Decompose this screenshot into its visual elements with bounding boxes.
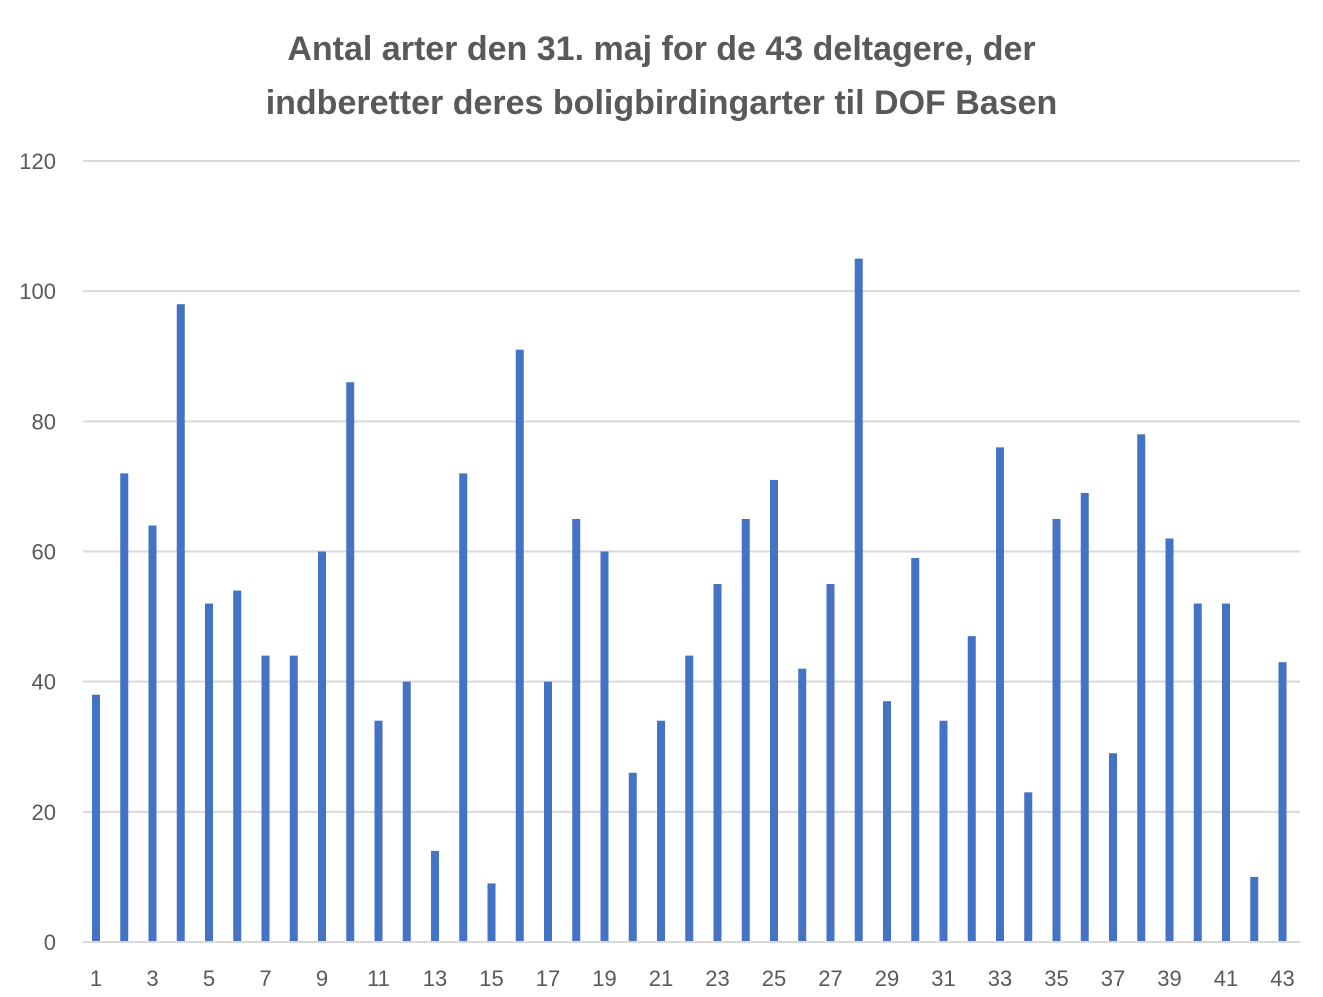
bar-37 — [1109, 753, 1117, 942]
bar-27 — [826, 584, 835, 942]
bar-6 — [233, 590, 242, 942]
bar-9 — [318, 551, 326, 942]
x-tick-label: 19 — [592, 966, 616, 991]
chart-title: Antal arter den 31. maj for de 43 deltag… — [0, 22, 1323, 130]
bar-7 — [261, 655, 270, 942]
bar-22 — [685, 655, 694, 942]
bar-12 — [402, 681, 411, 942]
bar-38 — [1137, 434, 1146, 942]
bar-11 — [374, 720, 383, 942]
x-tick-label: 31 — [931, 966, 955, 991]
bar-2 — [120, 473, 129, 942]
chart-title-line-2: indberetter deres boligbirdingarter til … — [265, 84, 1058, 122]
bars — [92, 258, 1287, 942]
bar-43 — [1278, 662, 1287, 942]
y-axis-tick-labels: 0 20 40 60 80 100 120 — [19, 149, 56, 955]
y-tick-label: 120 — [19, 149, 56, 174]
x-tick-label: 37 — [1101, 966, 1125, 991]
bar-26 — [798, 668, 807, 942]
bar-29 — [883, 701, 891, 942]
x-tick-label: 13 — [423, 966, 447, 991]
bar-36 — [1080, 492, 1089, 942]
x-tick-label: 35 — [1044, 966, 1068, 991]
bar-14 — [459, 473, 468, 942]
x-tick-label: 9 — [316, 966, 328, 991]
bar-25 — [770, 479, 778, 942]
bar-30 — [911, 558, 920, 942]
bar-1 — [92, 694, 100, 942]
bar-13 — [431, 850, 439, 942]
bar-33 — [996, 447, 1004, 942]
bar-3 — [148, 525, 157, 942]
bar-20 — [628, 772, 637, 942]
y-tick-label: 60 — [32, 540, 56, 565]
bar-8 — [289, 655, 298, 942]
bar-39 — [1165, 538, 1174, 942]
bar-19 — [600, 551, 609, 942]
x-tick-label: 23 — [705, 966, 729, 991]
bar-21 — [657, 720, 665, 942]
bar-32 — [967, 636, 976, 942]
x-tick-label: 27 — [818, 966, 842, 991]
y-tick-label: 40 — [32, 670, 56, 695]
bar-5 — [205, 603, 213, 942]
x-tick-label: 33 — [988, 966, 1012, 991]
x-tick-label: 7 — [259, 966, 271, 991]
bar-17 — [544, 681, 552, 942]
x-axis-tick-labels: 1 3 5 7 9 11 13 15 17 19 21 23 25 27 29 31 33 35 37 39 41 43 — [90, 966, 1295, 991]
x-tick-label: 29 — [875, 966, 899, 991]
y-tick-label: 0 — [44, 930, 56, 955]
x-tick-label: 3 — [146, 966, 158, 991]
x-tick-label: 15 — [479, 966, 503, 991]
bar-35 — [1052, 518, 1061, 942]
x-tick-label: 5 — [203, 966, 215, 991]
bar-24 — [741, 518, 750, 942]
bar-31 — [939, 720, 948, 942]
x-tick-label: 1 — [90, 966, 102, 991]
bar-42 — [1250, 876, 1259, 942]
bar-15 — [487, 883, 496, 942]
bar-23 — [713, 584, 722, 942]
bar-28 — [854, 258, 863, 942]
y-tick-label: 80 — [32, 409, 56, 434]
x-tick-label: 41 — [1214, 966, 1238, 991]
x-tick-label: 17 — [536, 966, 560, 991]
x-tick-label: 43 — [1270, 966, 1294, 991]
x-tick-label: 11 — [367, 966, 390, 991]
x-tick-label: 39 — [1157, 966, 1181, 991]
bar-41 — [1222, 603, 1230, 942]
bar-34 — [1024, 792, 1033, 942]
chart-title-line-1: Antal arter den 31. maj for de 43 deltag… — [287, 30, 1036, 68]
bar-4 — [176, 304, 185, 942]
y-tick-label: 100 — [19, 279, 56, 304]
x-tick-label: 25 — [762, 966, 786, 991]
bar-18 — [572, 518, 581, 942]
bar-16 — [515, 349, 524, 942]
x-tick-label: 21 — [649, 966, 673, 991]
bar-10 — [346, 382, 355, 942]
y-tick-label: 20 — [32, 800, 56, 825]
bar-40 — [1193, 603, 1202, 942]
